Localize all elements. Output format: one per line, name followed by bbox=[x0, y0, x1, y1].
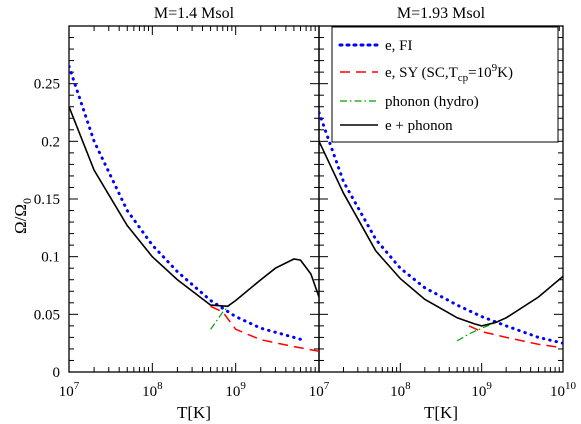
legend-label-sy: e, SY (SC,Tcp=109K) bbox=[385, 62, 513, 84]
legend-label-total: e + phonon bbox=[385, 118, 453, 134]
y-axis-label-main: Ω/Ω bbox=[11, 204, 30, 234]
y-tick-label: 0.15 bbox=[34, 192, 60, 208]
x-tick-label-left: 107 bbox=[59, 380, 80, 400]
plot-frame-left bbox=[68, 25, 320, 373]
series-line-phonon-left bbox=[210, 304, 231, 330]
panel-title-left: M=1.4 Msol bbox=[154, 5, 235, 22]
x-tick-label-right: 108 bbox=[390, 380, 411, 400]
legend-label-phonon: phonon (hydro) bbox=[385, 94, 479, 110]
y-tick-label: 0.25 bbox=[34, 77, 60, 93]
x-tick-label-right: 107 bbox=[309, 380, 330, 400]
y-tick-label: 0.2 bbox=[41, 134, 60, 150]
y-tick-label: 0.1 bbox=[41, 250, 60, 266]
series-line-sy-left bbox=[210, 305, 319, 352]
series-line-total-left bbox=[69, 106, 319, 308]
series-line-total-right bbox=[319, 140, 563, 327]
y-axis-label-sub: 0 bbox=[20, 198, 34, 204]
x-axis-label-left: T[K] bbox=[177, 403, 211, 422]
legend-label-fi: e, FI bbox=[385, 38, 413, 54]
legend: e, FI e, SY (SC,Tcp=109K) phonon (hydro)… bbox=[331, 26, 559, 143]
x-tick-label-left: 109 bbox=[225, 380, 246, 400]
y-tick-label: 0 bbox=[53, 365, 61, 381]
series-line-fi-left bbox=[69, 64, 308, 343]
x-tick-label-right: 1010 bbox=[550, 380, 577, 400]
y-tick-label: 0.05 bbox=[34, 307, 60, 323]
x-tick-label-left: 108 bbox=[142, 380, 163, 400]
panel-title-right: M=1.93 Msol bbox=[397, 5, 486, 22]
series-line-sy-right bbox=[468, 325, 563, 349]
y-axis-label: Ω/Ω0 bbox=[11, 198, 34, 234]
series-line-fi-right bbox=[319, 111, 563, 345]
svg-text:Ω/Ω0: Ω/Ω0 bbox=[11, 198, 34, 234]
x-tick-label-right: 109 bbox=[471, 380, 492, 400]
x-axis-label-right: T[K] bbox=[424, 403, 458, 422]
